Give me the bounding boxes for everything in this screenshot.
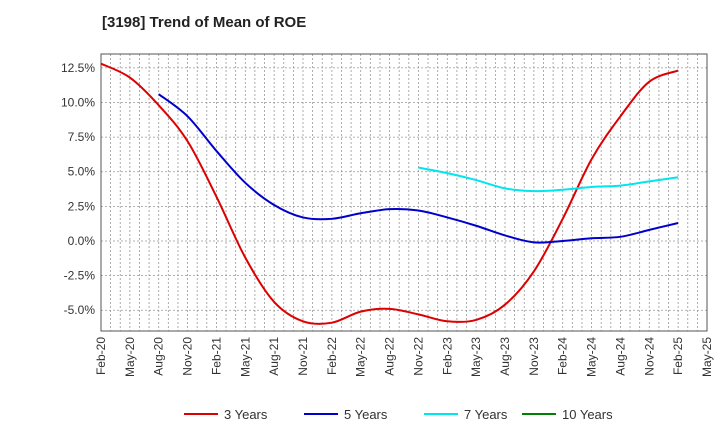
x-tick-label: Nov-24 [642, 337, 656, 376]
x-tick-label: May-22 [354, 337, 368, 377]
x-tick-label: Feb-22 [325, 337, 339, 375]
x-tick-label: Feb-21 [209, 337, 223, 375]
legend-label: 5 Years [344, 407, 388, 422]
x-tick-label: May-21 [238, 337, 252, 377]
x-tick-label: Nov-21 [296, 337, 310, 376]
x-tick-label: Aug-20 [152, 337, 166, 376]
y-tick-label: 10.0% [61, 95, 95, 109]
grid [101, 54, 707, 331]
x-tick-label: Aug-23 [498, 337, 512, 376]
x-tick-label: Nov-22 [411, 337, 425, 376]
y-tick-label: -5.0% [64, 303, 96, 317]
y-tick-label: 12.5% [61, 61, 95, 75]
series-line-5-years [158, 93, 679, 244]
legend-label: 3 Years [224, 407, 268, 422]
x-tick-label: Aug-24 [613, 337, 627, 376]
x-tick-label: Feb-23 [440, 337, 454, 375]
x-tick-label: Nov-20 [181, 337, 195, 376]
x-tick-label: May-24 [585, 337, 599, 377]
x-tick-label: Feb-25 [671, 337, 685, 375]
series-line-7-years [418, 166, 679, 193]
y-tick-label: 0.0% [68, 234, 96, 248]
y-axis-ticks: 12.5% 10.0% 7.5% 5.0% 2.5% 0.0% -2.5% -5.0% [61, 61, 95, 317]
x-tick-label: Aug-21 [267, 337, 281, 376]
x-tick-label: Feb-20 [94, 337, 108, 375]
legend: 3 Years 5 Years 7 Years 10 Years [184, 407, 613, 422]
chart-title: [3198] Trend of Mean of ROE [102, 14, 307, 31]
y-tick-label: 7.5% [68, 130, 96, 144]
series-line-3-years [100, 62, 679, 325]
series-lines [100, 62, 679, 325]
legend-label: 10 Years [562, 407, 613, 422]
x-tick-label: Nov-23 [527, 337, 541, 376]
x-tick-label: Feb-24 [556, 337, 570, 375]
x-tick-label: May-20 [123, 337, 137, 377]
x-tick-label: May-25 [700, 337, 714, 377]
y-tick-label: 5.0% [68, 165, 96, 179]
x-tick-label: May-23 [469, 337, 483, 377]
x-tick-label: Aug-22 [383, 337, 397, 376]
y-tick-label: 2.5% [68, 199, 96, 213]
x-axis-ticks: Feb-20 May-20 Aug-20 Nov-20 Feb-21 May-21 Aug-… [94, 337, 714, 377]
y-tick-label: -2.5% [64, 269, 96, 283]
legend-label: 7 Years [464, 407, 508, 422]
plot-frame [100, 53, 708, 332]
